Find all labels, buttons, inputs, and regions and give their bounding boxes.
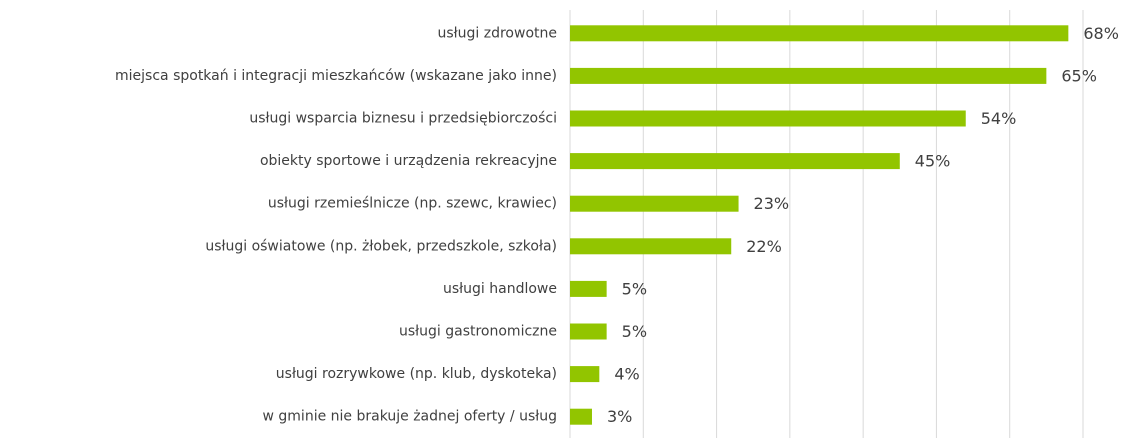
value-label: 22% bbox=[746, 237, 782, 256]
category-label: usługi rozrywkowe (np. klub, dyskoteka) bbox=[276, 366, 557, 382]
bar bbox=[570, 280, 607, 297]
bar bbox=[570, 110, 966, 127]
bar bbox=[570, 408, 592, 425]
bar bbox=[570, 153, 900, 170]
category-label: w gminie nie brakuje żadnej oferty / usł… bbox=[263, 409, 558, 425]
bar bbox=[570, 195, 739, 212]
value-label: 5% bbox=[622, 322, 647, 341]
value-label: 65% bbox=[1061, 66, 1097, 85]
category-label: usługi zdrowotne bbox=[438, 25, 558, 41]
value-label: 5% bbox=[622, 279, 647, 298]
value-label: 3% bbox=[607, 407, 632, 426]
value-label: 68% bbox=[1083, 24, 1119, 43]
bar bbox=[570, 238, 732, 255]
value-label: 4% bbox=[614, 365, 639, 384]
bar bbox=[570, 25, 1069, 42]
category-label: usługi wsparcia biznesu i przedsiębiorcz… bbox=[249, 111, 557, 127]
bar bbox=[570, 67, 1047, 84]
category-label: obiekty sportowe i urządzenia rekreacyjn… bbox=[260, 153, 557, 169]
bar bbox=[570, 366, 600, 383]
category-label: usługi rzemieślnicze (np. szewc, krawiec… bbox=[268, 196, 557, 212]
category-label: usługi oświatowe (np. żłobek, przedszkol… bbox=[205, 238, 557, 254]
category-label: miejsca spotkań i integracji mieszkańców… bbox=[115, 68, 557, 84]
bar bbox=[570, 323, 607, 340]
category-label: usługi gastronomiczne bbox=[399, 324, 557, 340]
value-label: 45% bbox=[915, 152, 951, 171]
category-label: usługi handlowe bbox=[443, 281, 557, 297]
value-label: 54% bbox=[981, 109, 1017, 128]
value-label: 23% bbox=[754, 194, 790, 213]
